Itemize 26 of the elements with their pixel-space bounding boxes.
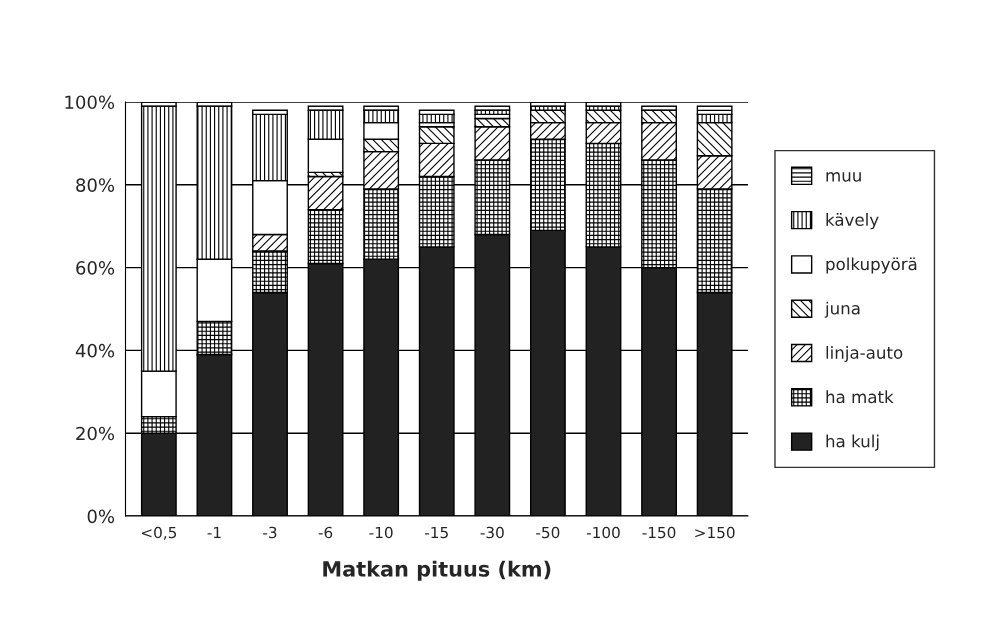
legend-label: linja-auto bbox=[826, 345, 903, 363]
x-tick-label: -6 bbox=[318, 526, 333, 539]
bar bbox=[474, 105, 511, 111]
y-tick-label: 20% bbox=[76, 426, 115, 441]
x-tick-label: -10 bbox=[369, 526, 393, 539]
x-tick-label: -30 bbox=[480, 526, 504, 539]
y-tick-label: 100% bbox=[65, 95, 115, 110]
legend-label: juna bbox=[824, 301, 860, 318]
legend-label: ha matk bbox=[826, 390, 894, 404]
x-tick-label: -1 bbox=[207, 526, 221, 539]
legend-label: ha kulj bbox=[826, 434, 879, 451]
x-axis-title: Matkan pituus (km) bbox=[323, 560, 551, 581]
x-tick-label: >150 bbox=[695, 526, 735, 539]
legend-label: polkupyörä bbox=[826, 257, 917, 274]
legend-label: kävely bbox=[826, 213, 879, 230]
y-tick-label: 60% bbox=[76, 261, 115, 275]
x-tick-label: -3 bbox=[263, 526, 277, 539]
x-tick-label: -15 bbox=[425, 526, 448, 539]
legend-label: muu bbox=[826, 172, 861, 182]
x-tick-label: <0,5 bbox=[141, 526, 177, 540]
y-tick-label: 40% bbox=[75, 343, 115, 358]
y-tick-label: 80% bbox=[76, 178, 115, 192]
y-tick-label: 0% bbox=[87, 509, 115, 524]
x-tick-label: -150 bbox=[642, 526, 676, 539]
x-tick-label: -50 bbox=[536, 526, 560, 539]
x-tick-label: -100 bbox=[586, 526, 620, 539]
